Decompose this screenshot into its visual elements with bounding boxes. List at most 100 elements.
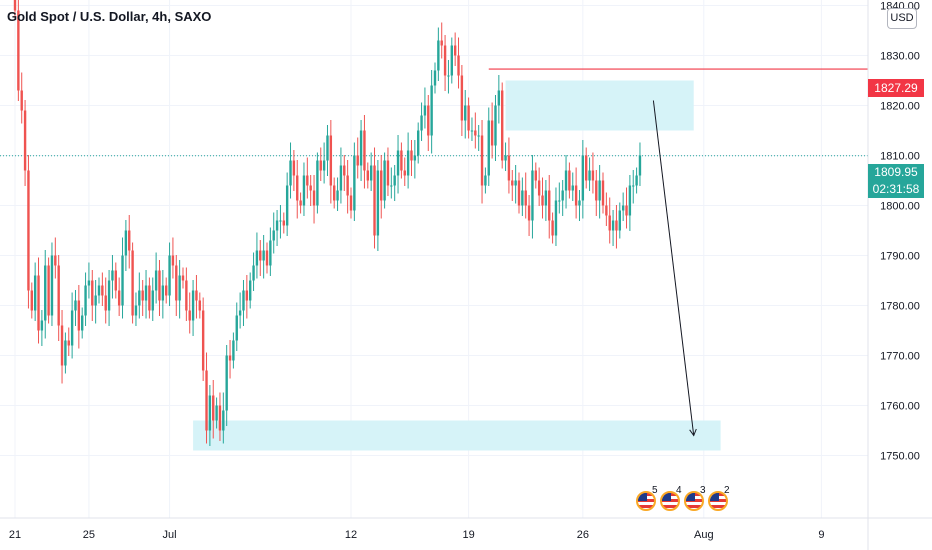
candle-body	[107, 280, 111, 311]
y-tick-label: 1790.00	[880, 251, 920, 263]
y-tick-label: 1800.00	[880, 201, 920, 213]
candle-body	[20, 90, 23, 111]
candle-body	[336, 190, 339, 201]
candle-body	[457, 55, 460, 76]
y-tick-label: 1760.00	[880, 401, 920, 413]
candle-body	[40, 320, 44, 331]
candle-body	[578, 200, 581, 206]
candle-body	[564, 170, 568, 191]
resistance-price-tag: 1827.29	[868, 79, 924, 97]
candle-body	[551, 220, 554, 236]
supply-zone	[505, 80, 694, 131]
candle-body	[289, 160, 292, 186]
candle-body	[521, 190, 524, 206]
candle-body	[413, 155, 417, 161]
candle-body	[205, 370, 208, 431]
candle-body	[121, 255, 124, 306]
candle-body	[406, 150, 410, 176]
candle-body	[467, 105, 470, 131]
candle-body	[299, 200, 302, 206]
candle-body	[17, 10, 20, 91]
candle-body	[74, 300, 77, 311]
candle-body	[64, 340, 67, 366]
candle-body	[329, 135, 333, 186]
candle-body	[511, 180, 514, 186]
candle-body	[588, 170, 591, 181]
candle-body	[611, 220, 615, 231]
candle-body	[222, 410, 225, 431]
event-count: 3	[700, 485, 706, 496]
event-marker[interactable]: 3	[684, 485, 706, 513]
candle-body	[275, 220, 279, 231]
candle-body	[91, 280, 94, 306]
candle-body	[60, 325, 64, 366]
candle-body	[168, 255, 171, 296]
candle-body	[171, 255, 175, 266]
candle-body	[215, 405, 218, 421]
x-tick-label: 25	[83, 529, 95, 541]
candle-body	[212, 395, 215, 421]
event-marker[interactable]: 4	[660, 485, 682, 513]
economic-events: 5 4 3 2	[636, 485, 736, 515]
candle-body	[238, 310, 242, 316]
y-tick-label: 1770.00	[880, 351, 920, 363]
candle-body	[380, 170, 383, 201]
us-flag-icon	[708, 491, 728, 511]
chart-title: Gold Spot / U.S. Dollar, 4h, SAXO	[7, 9, 212, 24]
candle-body	[591, 170, 595, 181]
candle-body	[517, 180, 521, 206]
candle-body	[618, 210, 621, 231]
candle-body	[161, 285, 165, 301]
candle-body	[474, 130, 477, 136]
candle-body	[453, 45, 457, 56]
candle-body	[57, 265, 60, 326]
currency-button[interactable]: USD	[887, 8, 917, 29]
candle-body	[84, 285, 87, 316]
candle-body	[333, 185, 336, 201]
candle-body	[225, 355, 228, 411]
candle-body	[309, 185, 312, 191]
arrow-head	[689, 428, 697, 437]
candle-body	[232, 340, 235, 361]
candle-body	[141, 290, 144, 301]
candle-body	[514, 180, 517, 186]
candle-body	[252, 265, 255, 281]
candle-body	[138, 290, 141, 306]
us-flag-icon	[660, 491, 680, 511]
candle-body	[420, 115, 423, 131]
candle-body	[158, 270, 161, 301]
event-marker[interactable]: 5	[636, 485, 658, 513]
candle-body	[504, 155, 507, 161]
candle-body	[447, 75, 450, 77]
y-tick-label: 1750.00	[880, 451, 920, 463]
candle-body	[191, 290, 195, 321]
candle-body	[464, 105, 467, 121]
candle-body	[524, 190, 527, 206]
candle-body	[527, 205, 531, 221]
candle-body	[393, 175, 396, 186]
candle-body	[356, 155, 359, 166]
candle-body	[30, 290, 33, 311]
candle-body	[181, 275, 185, 281]
candle-body	[605, 205, 608, 216]
candle-body	[44, 265, 47, 321]
candle-body	[437, 40, 440, 71]
candle-body	[497, 90, 501, 106]
candle-body	[410, 150, 413, 161]
y-tick-label: 1810.00	[880, 151, 920, 163]
candle-body	[67, 340, 70, 346]
candle-body	[242, 290, 245, 311]
candle-body	[154, 270, 158, 291]
last-price-value: 1809.95	[874, 165, 918, 179]
candle-body	[316, 160, 319, 206]
candle-body	[265, 250, 269, 266]
candle-body	[383, 160, 386, 201]
event-marker[interactable]: 2	[708, 485, 730, 513]
candle-body	[134, 305, 138, 316]
candle-body	[373, 165, 376, 236]
candle-body	[259, 250, 262, 261]
candle-body	[548, 190, 551, 221]
candle-body	[262, 250, 265, 261]
candle-body	[178, 275, 181, 301]
